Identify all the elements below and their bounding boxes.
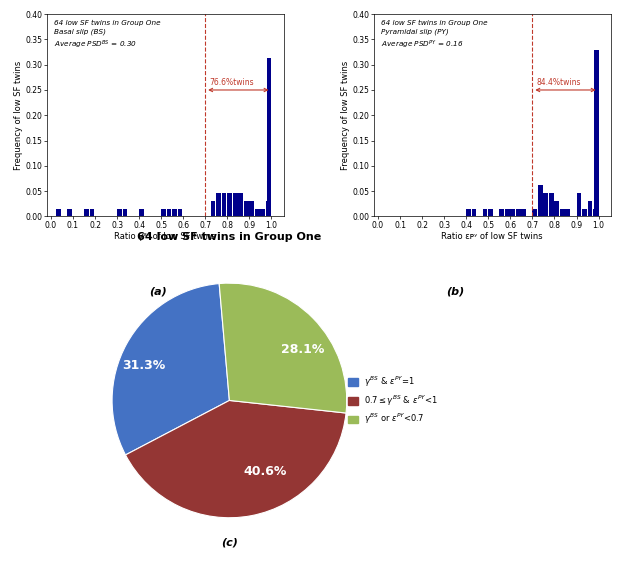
Bar xyxy=(510,209,515,217)
Bar xyxy=(544,193,548,217)
Bar xyxy=(554,201,559,217)
Bar xyxy=(167,209,171,217)
Bar xyxy=(216,193,221,217)
Bar xyxy=(499,209,504,217)
Bar xyxy=(266,201,270,217)
Y-axis label: Frequency of low SF twins: Frequency of low SF twins xyxy=(341,61,350,170)
Bar xyxy=(593,209,598,217)
Bar xyxy=(466,209,471,217)
Bar xyxy=(565,209,570,217)
Bar xyxy=(516,209,521,217)
Y-axis label: Frequency of low SF twins: Frequency of low SF twins xyxy=(14,61,22,170)
Text: 31.3%: 31.3% xyxy=(122,359,166,372)
Bar xyxy=(260,209,265,217)
X-axis label: Ratio εᴘʸ of low SF twins: Ratio εᴘʸ of low SF twins xyxy=(441,232,543,241)
Title: 64 low SF twins in Group One: 64 low SF twins in Group One xyxy=(137,232,322,241)
Bar xyxy=(560,209,565,217)
Text: 40.6%: 40.6% xyxy=(243,465,286,478)
Text: 64 low SF twins in Group One
Basal slip (BS)
Average PSD$^{BS}$ = 0.30: 64 low SF twins in Group One Basal slip … xyxy=(53,20,160,51)
Bar xyxy=(161,209,166,217)
Bar xyxy=(117,209,122,217)
Text: 76.6%twins: 76.6%twins xyxy=(210,78,254,87)
Bar xyxy=(594,50,598,217)
Wedge shape xyxy=(219,283,347,413)
Bar xyxy=(533,209,537,217)
Bar xyxy=(267,58,272,217)
Bar xyxy=(255,209,260,217)
Bar xyxy=(538,185,542,217)
Bar xyxy=(521,209,526,217)
Bar xyxy=(472,209,476,217)
Bar xyxy=(211,201,216,217)
Bar xyxy=(588,201,592,217)
Text: (c): (c) xyxy=(221,538,238,548)
Bar xyxy=(222,193,226,217)
Bar xyxy=(228,193,232,217)
Bar xyxy=(139,209,144,217)
Bar xyxy=(249,201,254,217)
Text: 28.1%: 28.1% xyxy=(281,343,325,356)
Bar xyxy=(89,209,94,217)
Text: (a): (a) xyxy=(149,287,167,297)
Bar xyxy=(549,193,554,217)
Bar xyxy=(123,209,127,217)
Bar xyxy=(172,209,177,217)
Text: (b): (b) xyxy=(446,287,465,297)
Legend: $\gamma^{BS}$ & $\epsilon^{PY}$=1, 0.7$\leq$$\gamma^{BS}$ & $\epsilon^{PY}$<1, $: $\gamma^{BS}$ & $\epsilon^{PY}$=1, 0.7$\… xyxy=(345,372,441,429)
Wedge shape xyxy=(125,400,346,518)
Bar xyxy=(178,209,182,217)
Text: 64 low SF twins in Group One
Pyramidal slip (PY)
Average PSD$^{PY}$ = 0.16: 64 low SF twins in Group One Pyramidal s… xyxy=(381,20,487,51)
Bar xyxy=(84,209,89,217)
Bar xyxy=(56,209,61,217)
Bar xyxy=(68,209,72,217)
Bar xyxy=(505,209,510,217)
Wedge shape xyxy=(112,284,229,455)
Bar xyxy=(483,209,487,217)
X-axis label: Ratio γᴮˢ of low SF twins: Ratio γᴮˢ of low SF twins xyxy=(114,232,216,241)
Bar xyxy=(582,209,587,217)
Bar xyxy=(577,193,581,217)
Bar xyxy=(244,201,249,217)
Bar xyxy=(489,209,493,217)
Text: 84.4%twins: 84.4%twins xyxy=(537,78,582,87)
Bar xyxy=(238,193,243,217)
Bar xyxy=(233,193,237,217)
